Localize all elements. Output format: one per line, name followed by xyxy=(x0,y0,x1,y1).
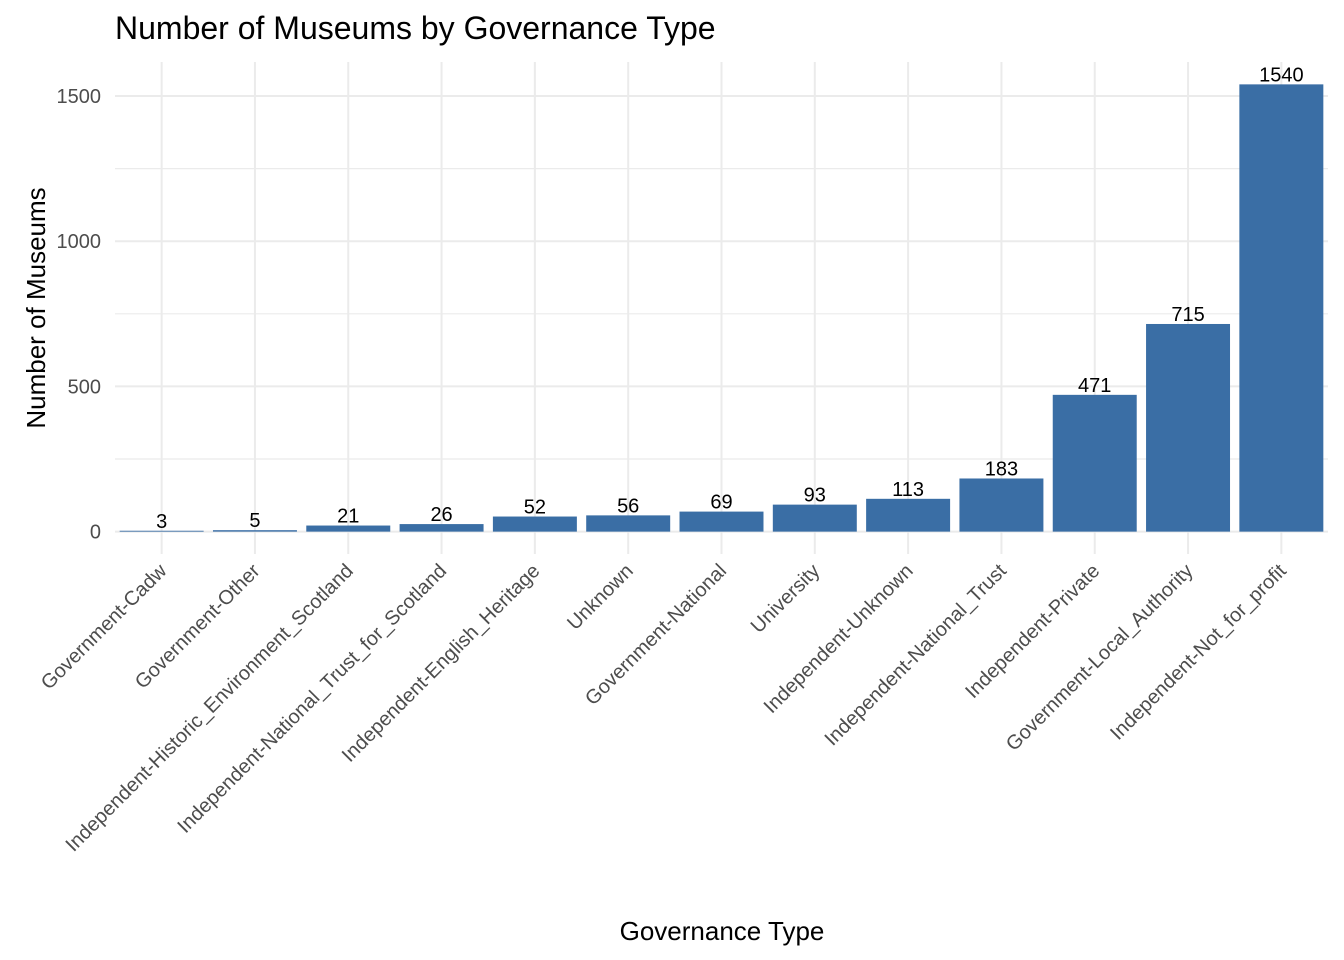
bar xyxy=(866,498,951,532)
x-tick-label: Independent-Unknown xyxy=(760,560,918,718)
x-tick-label: Government-Local_Authority xyxy=(1002,560,1198,756)
x-tick-label: Unknown xyxy=(563,560,638,635)
bar-value-label: 5 xyxy=(249,510,260,532)
bar-value-label: 56 xyxy=(617,495,639,517)
grid-lines xyxy=(115,62,1328,554)
y-tick-label: 500 xyxy=(68,376,101,398)
bar-value-label: 3 xyxy=(156,511,167,533)
x-tick-label: University xyxy=(747,560,825,638)
bars xyxy=(119,84,1324,532)
bar xyxy=(679,511,764,532)
x-axis-title: Governance Type xyxy=(620,916,825,946)
bar-value-label: 471 xyxy=(1078,375,1111,397)
y-tick-label: 0 xyxy=(90,522,101,544)
bar-value-label: 715 xyxy=(1171,304,1204,326)
bar xyxy=(1146,323,1231,532)
bar xyxy=(399,524,484,532)
y-tick-label: 1500 xyxy=(57,86,102,108)
bar-value-label: 183 xyxy=(985,458,1018,480)
chart-title: Number of Museums by Governance Type xyxy=(115,10,716,46)
bar-value-label: 1540 xyxy=(1259,64,1304,86)
y-axis-ticks: 0 500 1000 1500 xyxy=(57,86,102,544)
bar-value-label: 26 xyxy=(430,504,452,526)
bar xyxy=(1239,84,1324,532)
y-tick-label: 1000 xyxy=(57,231,102,253)
x-tick-label: Independent-Not_for_profit xyxy=(1106,560,1291,745)
bar xyxy=(772,504,857,532)
bar-value-label: 21 xyxy=(337,506,359,528)
bar xyxy=(212,530,297,532)
bar-value-label: 113 xyxy=(892,479,924,501)
bar xyxy=(119,530,204,532)
bar xyxy=(959,478,1044,532)
x-tick-label: Independent-National_Trust xyxy=(821,560,1012,751)
data-labels: 3 5 21 26 52 56 69 93 113 183 471 715 1540 xyxy=(156,64,1304,532)
bar xyxy=(306,525,391,532)
y-axis-title: Number of Museums xyxy=(21,187,51,428)
bar-value-label: 69 xyxy=(710,492,732,514)
bar-value-label: 52 xyxy=(524,497,546,519)
bar-value-label: 93 xyxy=(804,485,826,507)
x-tick-label: Independent-English_Heritage xyxy=(338,560,545,767)
bar xyxy=(492,516,577,532)
bar xyxy=(586,515,671,532)
x-axis-ticks: Government-CadwGovernment-OtherIndepende… xyxy=(37,560,1291,857)
bar xyxy=(1052,394,1137,532)
